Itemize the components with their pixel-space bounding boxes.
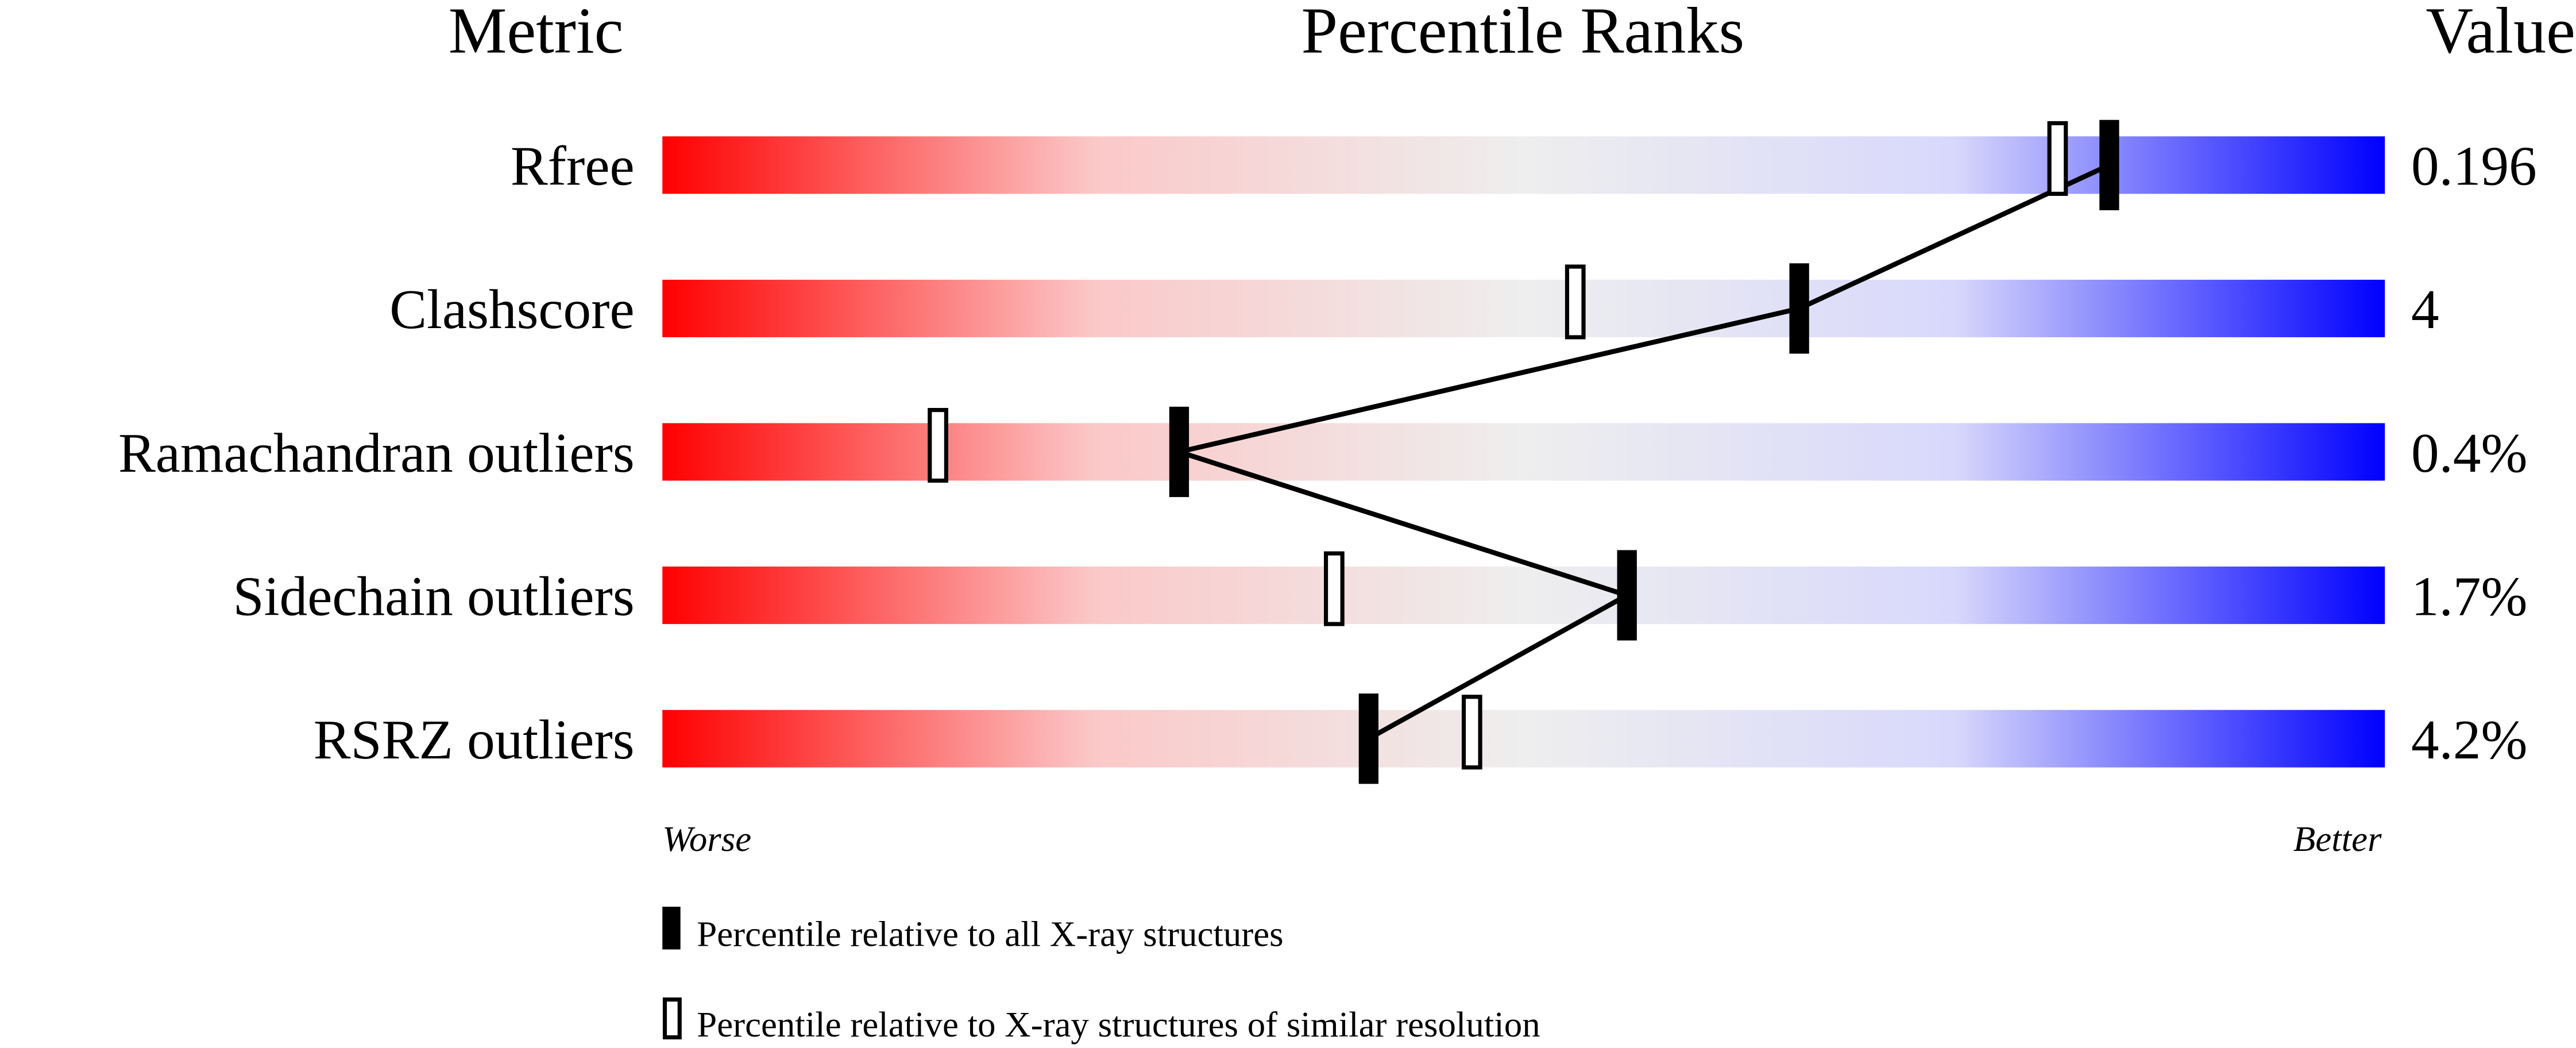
similar-resolution-marker [928, 408, 948, 483]
percentile-bar [662, 567, 2385, 625]
percentile-bar [662, 136, 2385, 194]
legend-open-label: Percentile relative to X-ray structures … [697, 1004, 1540, 1045]
metric-value: 4 [2411, 279, 2439, 341]
metric-label: Ramachandran outliers [118, 422, 635, 484]
percentile-bar [662, 710, 2385, 768]
metric-label: RSRZ outliers [314, 709, 635, 771]
legend-filled-label: Percentile relative to all X-ray structu… [697, 914, 1283, 954]
metric-value: 1.7% [2411, 565, 2527, 627]
similar-resolution-marker [1461, 695, 1482, 770]
header-percentile: Percentile Ranks [1301, 0, 1745, 67]
metric-label: Sidechain outliers [233, 565, 635, 627]
similar-resolution-marker [1565, 264, 1586, 340]
metric-label: Rfree [511, 136, 635, 198]
percentile-bar [662, 279, 2385, 337]
all-structures-marker [1617, 550, 1637, 641]
similar-resolution-marker [1323, 551, 1345, 626]
percentile-bar [662, 423, 2385, 481]
legend-filled-marker [662, 907, 681, 950]
header-value: Value [2426, 0, 2575, 67]
all-structures-marker [1169, 406, 1189, 498]
worse-label: Worse [662, 819, 751, 859]
similar-resolution-marker [2047, 121, 2068, 196]
better-label: Better [2293, 819, 2382, 859]
all-structures-marker [2099, 120, 2119, 210]
header-metric: Metric [449, 0, 624, 67]
metric-value: 0.4% [2411, 422, 2527, 484]
metric-label: Clashscore [389, 279, 634, 341]
all-structures-marker [1789, 263, 1809, 354]
metric-value: 0.196 [2411, 136, 2537, 198]
legend-open-marker [662, 997, 682, 1039]
metric-value: 4.2% [2411, 709, 2527, 771]
all-structures-marker [1358, 693, 1378, 784]
